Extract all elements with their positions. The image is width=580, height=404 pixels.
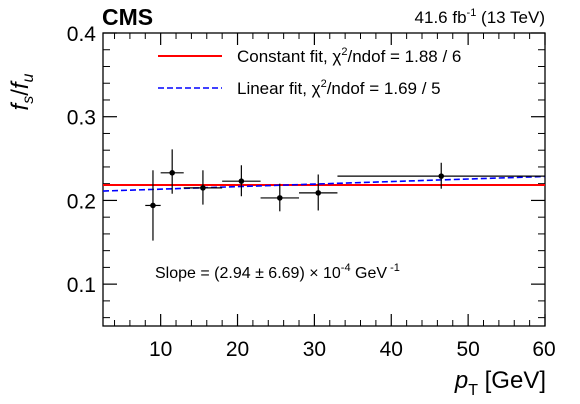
y-tick-label: 0.4 <box>67 23 97 46</box>
y-axis-label: fs/fu <box>7 73 37 110</box>
point-marker <box>277 195 283 201</box>
point-marker <box>200 185 206 191</box>
point-marker <box>169 170 175 176</box>
x-tick-label: 20 <box>226 338 249 361</box>
point-marker <box>150 202 156 209</box>
data-points <box>145 149 545 241</box>
data-point <box>337 162 545 189</box>
lumi-value: 41.6 fb <box>415 8 467 27</box>
point-marker <box>238 178 245 184</box>
legend-linear-label: Linear fit, χ2/ndof = 1.69 / 5 <box>237 78 441 98</box>
data-point <box>299 174 338 211</box>
data-point <box>145 170 161 241</box>
axis-ticks: 10 20 30 40 50 60 0.1 0.2 0.3 0.4 <box>67 23 556 361</box>
energy-label: (13 TeV) <box>476 8 545 27</box>
experiment-label: CMS <box>102 4 153 30</box>
x-tick-label: 10 <box>149 338 172 361</box>
y-tick-label: 0.3 <box>67 107 96 130</box>
data-point <box>183 170 223 205</box>
x-tick-label: 30 <box>303 338 326 361</box>
x-tick-label: 60 <box>532 338 555 361</box>
linear-fit-line <box>102 175 546 192</box>
plot-frame <box>102 32 546 327</box>
y-tick-label: 0.1 <box>67 274 96 297</box>
point-marker <box>315 190 322 196</box>
data-point <box>222 165 261 197</box>
legend: Constant fit, χ2/ndof = 1.88 / 6 Linear … <box>158 46 461 98</box>
data-point <box>260 183 300 212</box>
x-tick-label: 40 <box>380 338 403 361</box>
x-tick-label: 50 <box>456 338 479 361</box>
lumi-exponent: -1 <box>467 7 477 19</box>
y-tick-label: 0.2 <box>67 190 96 213</box>
legend-constant-label: Constant fit, χ2/ndof = 1.88 / 6 <box>237 46 461 66</box>
fit-lines <box>102 175 546 192</box>
lumi-label: 41.6 fb-1 (13 TeV) <box>415 7 545 27</box>
slope-annotation: Slope = (2.94 ± 6.69) × 10-4 GeV -1 <box>155 262 400 282</box>
point-marker <box>438 173 445 179</box>
data-point <box>160 149 184 194</box>
x-axis-label: pT [GeV] <box>454 367 546 399</box>
